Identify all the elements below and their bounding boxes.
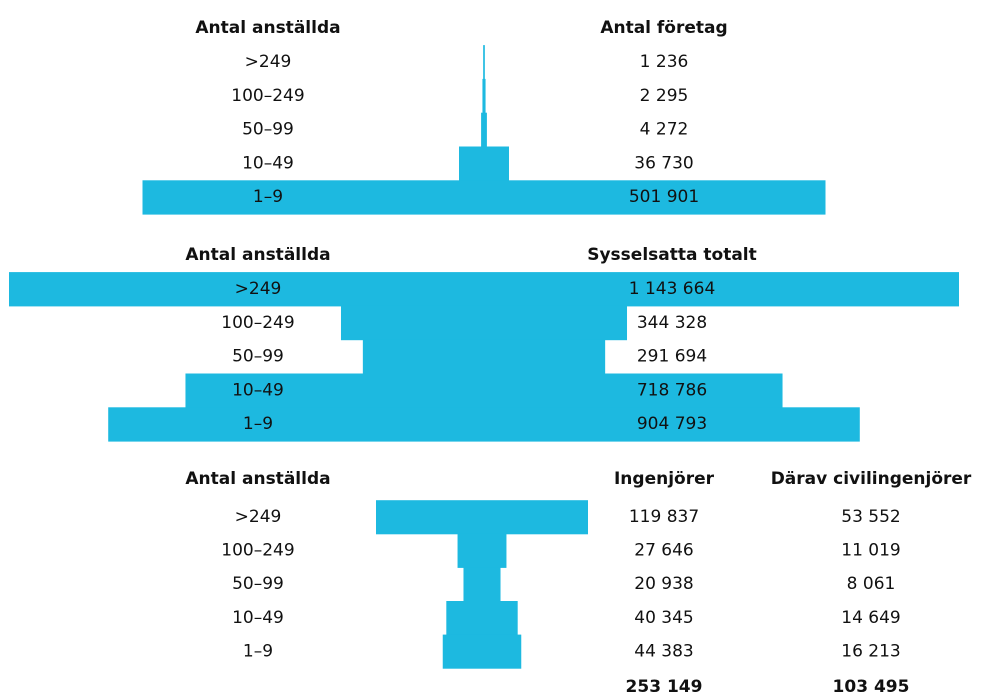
category-label: 1–9 — [253, 187, 283, 207]
value-label: 718 786 — [637, 380, 707, 400]
value-label: 2 295 — [640, 86, 689, 106]
bar — [457, 533, 507, 568]
category-label: 100–249 — [221, 541, 294, 561]
value-label: 291 694 — [637, 347, 707, 367]
bar — [340, 305, 628, 341]
category-label: >249 — [235, 279, 282, 299]
value-label: 119 837 — [629, 507, 699, 527]
bar — [482, 78, 486, 114]
value-label: 36 730 — [634, 153, 693, 173]
value-label: 16 213 — [841, 641, 900, 661]
bar — [446, 601, 518, 636]
panel: Antal anställda Ingenjörer 119 837 27 646 20… — [185, 469, 972, 697]
bar — [142, 180, 826, 215]
bars — [376, 500, 588, 669]
value-label: 27 646 — [634, 541, 693, 561]
value-label: 14 649 — [841, 608, 900, 628]
category-label: 100–249 — [231, 86, 304, 106]
series-name: Sysselsatta totalt — [587, 245, 757, 265]
category-label: 50–99 — [232, 574, 284, 594]
category-title: Antal anställda — [185, 469, 330, 489]
category-label: 1–9 — [243, 641, 273, 661]
category-label: 10–49 — [232, 380, 284, 400]
category-label: >249 — [245, 52, 292, 72]
value-label: 344 328 — [637, 313, 707, 333]
bar — [483, 45, 485, 80]
bar — [185, 373, 783, 408]
bar — [108, 407, 860, 442]
value-label: 1 236 — [640, 52, 689, 72]
total-label: 103 495 — [833, 677, 910, 697]
category-label: 50–99 — [242, 120, 294, 140]
bar — [481, 112, 487, 147]
bars — [9, 272, 959, 442]
category-label: 50–99 — [232, 347, 284, 367]
category-label: 1–9 — [243, 414, 273, 434]
category-title: Antal anställda — [185, 245, 330, 265]
series-name: Antal företag — [600, 18, 727, 38]
bar — [463, 567, 501, 602]
category-title: Antal anställda — [195, 18, 340, 38]
total-label: 253 149 — [626, 677, 703, 697]
category-label: 10–49 — [232, 608, 284, 628]
value-label: 44 383 — [634, 641, 693, 661]
series-name: Därav civilingenjörer — [771, 469, 972, 489]
value-label: 20 938 — [634, 574, 693, 594]
bar — [376, 500, 588, 535]
bar — [442, 634, 522, 669]
bar — [459, 146, 509, 181]
bars — [142, 45, 826, 215]
panel: Antal anställda Sysselsatta totalt 1 143 6… — [9, 245, 959, 442]
category-label: 100–249 — [221, 313, 294, 333]
series-name: Ingenjörer — [614, 469, 715, 489]
category-label: >249 — [235, 507, 282, 527]
category-label: 10–49 — [242, 153, 294, 173]
value-label: 40 345 — [634, 608, 693, 628]
value-label: 4 272 — [640, 120, 689, 140]
panel: Antal anställda Antal företag 1 236 2 295 4 … — [142, 18, 826, 215]
value-label: 53 552 — [841, 507, 900, 527]
value-label: 1 143 664 — [629, 279, 716, 299]
value-label: 904 793 — [637, 414, 707, 434]
value-label: 501 901 — [629, 187, 699, 207]
value-label: 11 019 — [841, 541, 900, 561]
bar — [9, 272, 959, 307]
value-label: 8 061 — [847, 574, 896, 594]
bar — [362, 339, 606, 374]
